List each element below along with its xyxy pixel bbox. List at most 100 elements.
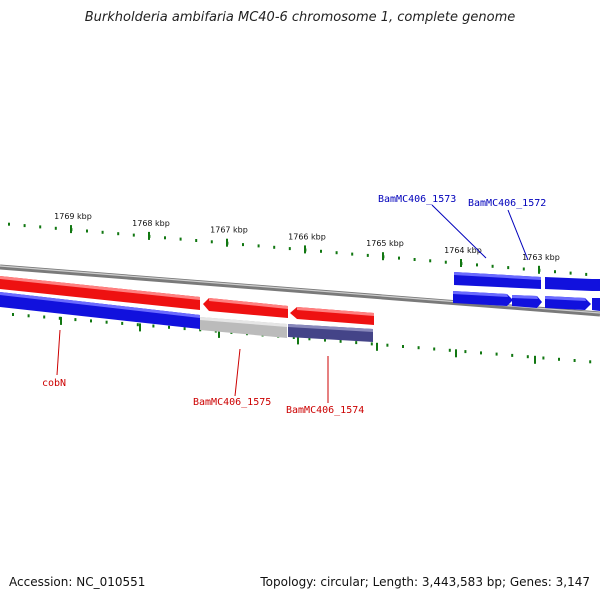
minor-tick xyxy=(433,347,436,351)
major-tick xyxy=(60,316,62,325)
map-title: Burkholderia ambifaria MC40-6 chromosome… xyxy=(84,10,516,25)
minor-tick xyxy=(58,316,61,320)
minor-tick xyxy=(476,263,478,267)
minor-tick xyxy=(589,360,592,364)
major-tick xyxy=(297,336,299,345)
reverse-gene-track xyxy=(0,292,373,342)
gene-cobN[interactable] xyxy=(0,292,200,329)
major-tick xyxy=(376,342,378,351)
tick-label: 1767 kbp xyxy=(210,226,248,235)
minor-tick xyxy=(54,226,57,230)
accession-text: Accession: NC_010551 xyxy=(9,575,146,589)
minor-tick xyxy=(569,271,572,275)
minor-tick xyxy=(12,313,14,316)
minor-tick xyxy=(417,346,420,350)
minor-tick xyxy=(585,272,588,276)
gene-top-right-1[interactable] xyxy=(545,277,592,291)
minor-tick xyxy=(402,345,404,348)
minor-tick xyxy=(511,353,514,357)
minor-tick xyxy=(366,253,369,257)
minor-tick xyxy=(39,225,42,229)
tick-label: 1766 kbp xyxy=(288,232,326,241)
minor-tick xyxy=(152,324,155,328)
minor-tick xyxy=(292,336,295,339)
minor-tick xyxy=(355,341,358,345)
minor-tick xyxy=(554,270,556,274)
minor-tick xyxy=(43,315,46,319)
minor-tick xyxy=(257,244,260,248)
minor-tick xyxy=(86,229,88,233)
minor-tick xyxy=(105,320,108,324)
gene-label-cobN[interactable]: cobN xyxy=(42,378,66,389)
minor-tick xyxy=(195,239,198,242)
minor-tick xyxy=(136,323,139,327)
minor-tick xyxy=(526,355,529,359)
leader-lines xyxy=(56,204,529,403)
minor-tick xyxy=(117,232,120,236)
major-tick xyxy=(139,323,141,332)
minor-tick xyxy=(522,267,525,271)
minor-tick xyxy=(444,260,447,264)
minor-tick xyxy=(273,245,276,249)
major-tick xyxy=(70,225,72,234)
minor-tick xyxy=(308,337,311,341)
minor-tick xyxy=(8,222,10,226)
minor-tick xyxy=(168,325,170,329)
gene-label-BamMC406_1574[interactable]: BamMC406_1574 xyxy=(286,405,364,416)
gene-label-BamMC406_1572[interactable]: BamMC406_1572 xyxy=(468,198,546,209)
minor-tick xyxy=(27,314,30,318)
minor-tick xyxy=(132,233,135,237)
major-tick xyxy=(148,231,150,240)
minor-tick xyxy=(183,327,186,331)
minor-tick xyxy=(210,240,213,244)
gene-arrow-BamMC406_1575-top[interactable] xyxy=(203,298,288,318)
minor-tick xyxy=(507,266,510,270)
minor-tick xyxy=(351,252,354,256)
minor-tick xyxy=(495,352,498,356)
outer-minor-ticks xyxy=(8,222,588,276)
major-tick xyxy=(460,259,462,267)
minor-tick xyxy=(491,264,494,268)
minor-tick xyxy=(573,359,576,362)
major-tick xyxy=(304,245,306,254)
major-tick xyxy=(382,252,384,261)
major-tick xyxy=(538,265,540,274)
minor-tick xyxy=(179,237,182,241)
minor-tick xyxy=(429,259,432,263)
minor-tick xyxy=(558,357,560,361)
major-ticks: 1769 kbp 1768 kbp 1767 kbp 1766 kbp 1765 kbp… xyxy=(54,212,560,364)
minor-tick xyxy=(335,251,338,255)
genome-summary-text: Topology: circular; Length: 3,443,583 bp… xyxy=(260,575,590,589)
genome-backbone xyxy=(0,264,600,317)
minor-tick xyxy=(23,224,26,228)
gene-label-BamMC406_1575[interactable]: BamMC406_1575 xyxy=(193,397,271,408)
forward-gene-track xyxy=(0,276,374,325)
inner-minor-ticks xyxy=(12,313,592,364)
tick-label: 1763 kbp xyxy=(522,253,560,262)
minor-tick xyxy=(242,243,244,247)
minor-tick xyxy=(448,348,451,352)
minor-tick xyxy=(339,339,342,343)
tick-label: 1769 kbp xyxy=(54,212,92,221)
minor-tick xyxy=(542,356,545,360)
tick-label: 1764 kbp xyxy=(444,246,482,255)
minor-tick xyxy=(164,236,166,240)
minor-tick xyxy=(324,338,326,342)
major-tick xyxy=(455,349,457,358)
minor-tick xyxy=(121,321,124,325)
minor-tick xyxy=(370,342,373,346)
minor-tick xyxy=(413,258,416,261)
minor-tick xyxy=(90,319,92,323)
major-tick xyxy=(534,355,536,364)
gene-labels: cobN BamMC406_1575 BamMC406_1574 BamMC40… xyxy=(42,194,546,416)
gene-label-BamMC406_1573[interactable]: BamMC406_1573 xyxy=(378,194,456,205)
gene-forward-cobN-region[interactable] xyxy=(0,276,200,310)
tick-label: 1765 kbp xyxy=(366,239,404,248)
minor-tick xyxy=(101,230,104,234)
major-tick xyxy=(226,238,228,247)
minor-tick xyxy=(480,351,482,355)
minor-tick xyxy=(288,247,291,251)
minor-tick xyxy=(386,343,389,347)
minor-tick xyxy=(398,256,400,260)
